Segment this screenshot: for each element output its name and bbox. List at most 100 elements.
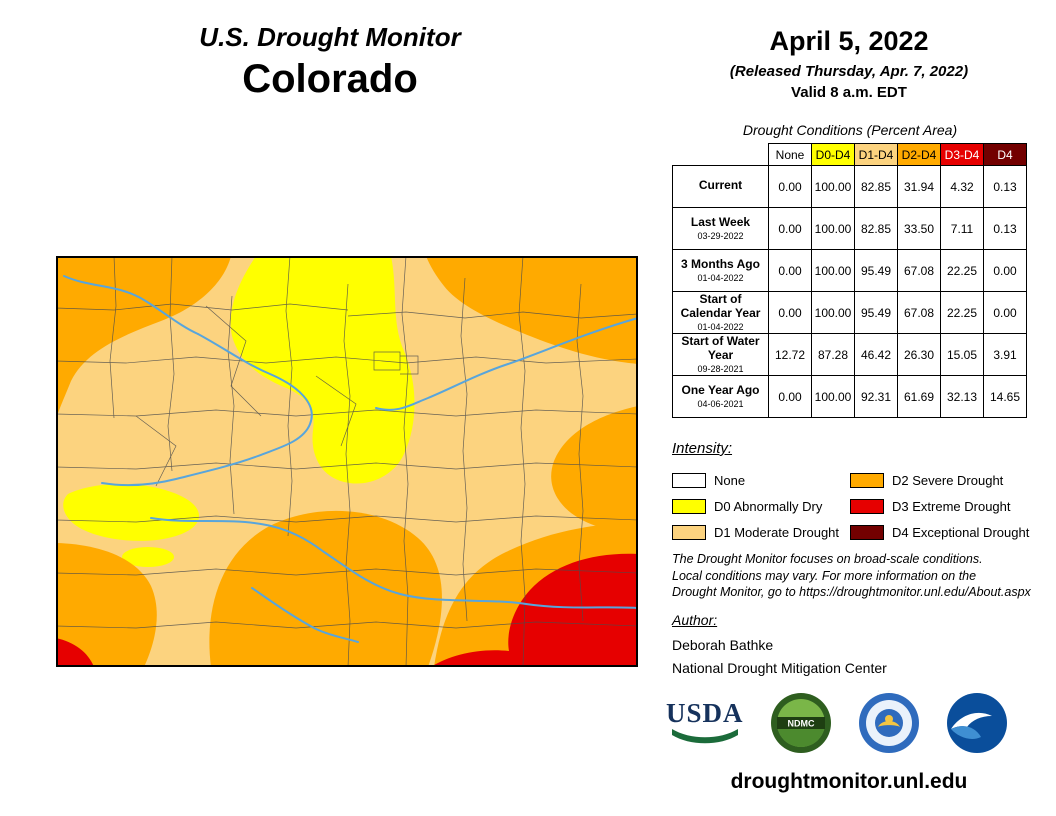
table-value-cell: 7.11 (940, 207, 984, 250)
river-rio-grande (251, 587, 359, 643)
commerce-seal-logo (858, 693, 919, 753)
author-organization: National Drought Mitigation Center (672, 660, 887, 676)
col-header-d2-d4: D2-D4 (897, 143, 941, 166)
legend-label: D2 Severe Drought (892, 472, 1004, 488)
row-label-text: 3 Months Ago (681, 256, 760, 271)
disclaimer-line: Drought Monitor, go to https://droughtmo… (672, 585, 1031, 599)
map-region-d2-southwest (56, 543, 157, 667)
legend-swatch-none (672, 472, 706, 488)
table-value-cell: 82.85 (854, 165, 898, 208)
legend-item-d4: D4 Exceptional Drought (850, 519, 1038, 545)
table-row-current: Current 0.00 100.00 82.85 31.94 4.32 0.1… (672, 165, 1027, 208)
row-label-date: 09-28-2021 (697, 363, 744, 374)
valid-time: Valid 8 a.m. EDT (791, 84, 907, 101)
table-value-cell: 82.85 (854, 207, 898, 250)
table-value-cell: 100.00 (811, 375, 855, 418)
map-region-d0-west-small (122, 547, 174, 567)
table-value-cell: 0.00 (768, 375, 812, 418)
legend-swatch-d4 (850, 524, 884, 540)
usda-logo: USDA (666, 697, 744, 747)
table-value-cell: 31.94 (897, 165, 941, 208)
legend-item-d3: D3 Extreme Drought (850, 493, 1038, 519)
legend-label: None (714, 472, 746, 488)
table-value-cell: 26.30 (897, 333, 941, 376)
table-value-cell: 46.42 (854, 333, 898, 376)
river-arkansas (323, 551, 639, 609)
map-region-d0-west (63, 483, 200, 541)
disclaimer-text: The Drought Monitor focuses on broad-sca… (672, 551, 1052, 601)
table-value-cell: 0.00 (768, 249, 812, 292)
row-label: Start of Water Year 09-28-2021 (672, 333, 769, 376)
table-value-cell: 100.00 (811, 207, 855, 250)
col-header-d0-d4: D0-D4 (811, 143, 855, 166)
row-label-text: One Year Ago (681, 382, 760, 397)
table-value-cell: 61.69 (897, 375, 941, 418)
state-border (56, 256, 638, 667)
legend-grid: None D0 Abnormally Dry D1 Moderate Droug… (672, 467, 1038, 545)
table-value-cell: 100.00 (811, 291, 855, 334)
table-value-cell: 100.00 (811, 249, 855, 292)
col-header-d1-d4: D1-D4 (854, 143, 898, 166)
row-label: 3 Months Ago 01-04-2022 (672, 249, 769, 292)
col-header-d4: D4 (983, 143, 1027, 166)
map-region-d3-southeast (431, 553, 638, 667)
table-value-cell: 95.49 (854, 291, 898, 334)
row-label: One Year Ago 04-06-2021 (672, 375, 769, 418)
disclaimer-line: The Drought Monitor focuses on broad-sca… (672, 552, 983, 566)
map-region-d2-southcentral (209, 510, 442, 667)
table-value-cell: 22.25 (940, 249, 984, 292)
col-header-none: None (768, 143, 812, 166)
usda-logo-text: USDA (666, 697, 744, 728)
drought-conditions-block: Drought Conditions (Percent Area) None D… (672, 122, 1028, 418)
drought-monitor-url: droughtmonitor.unl.edu (730, 770, 968, 793)
legend-swatch-d1 (672, 524, 706, 540)
map-region-d2-northeast (426, 256, 638, 364)
table-value-cell: 12.72 (768, 333, 812, 376)
river-south-platte (375, 317, 639, 411)
river-colorado (101, 333, 313, 487)
river-yampa (63, 275, 199, 335)
state-name: Colorado (242, 57, 418, 101)
row-label-text: Start of Water Year (681, 334, 760, 362)
row-label: Last Week 03-29-2022 (672, 207, 769, 250)
intensity-legend: Intensity: None D0 Abnormally Dry D1 Mod… (672, 440, 1038, 545)
table-row-start-water-year: Start of Water Year 09-28-2021 12.72 87.2… (672, 333, 1027, 376)
table-value-cell: 0.00 (768, 165, 812, 208)
table-value-cell: 3.91 (983, 333, 1027, 376)
agency-logos: USDA NDMC (666, 692, 1008, 754)
table-value-cell: 14.65 (983, 375, 1027, 418)
row-label-date: 01-04-2022 (697, 321, 744, 332)
legend-swatch-d2 (850, 472, 884, 488)
map-region-d2-northwest (56, 256, 231, 421)
table-value-cell: 0.00 (768, 207, 812, 250)
row-label: Current (672, 165, 769, 208)
legend-item-d2: D2 Severe Drought (850, 467, 1038, 493)
map-region-d0-north (230, 256, 415, 484)
table-value-cell: 100.00 (811, 165, 855, 208)
table-value-cell: 67.08 (897, 291, 941, 334)
author-block: Author: Deborah Bathke National Drought … (672, 612, 887, 676)
river-gunnison (150, 517, 325, 553)
noaa-logo (946, 693, 1007, 753)
usda-swoosh-icon (671, 728, 738, 743)
row-label-date: 03-29-2022 (697, 230, 744, 241)
table-value-cell: 0.00 (983, 291, 1027, 334)
col-header-d3-d4: D3-D4 (940, 143, 984, 166)
date-block: April 5, 2022 (Released Thursday, Apr. 7… (672, 26, 1026, 101)
table-value-cell: 0.00 (768, 291, 812, 334)
row-label-text: Last Week (690, 214, 751, 229)
table-header-row: None D0-D4 D1-D4 D2-D4 D3-D4 D4 (673, 143, 1027, 166)
author-heading: Author: (672, 612, 718, 628)
table-value-cell: 67.08 (897, 249, 941, 292)
row-label: Start of Calendar Year 01-04-2022 (672, 291, 769, 334)
table-row-start-calendar-year: Start of Calendar Year 01-04-2022 0.00 10… (672, 291, 1027, 334)
legend-swatch-d3 (850, 498, 884, 514)
legend-swatch-d0 (672, 498, 706, 514)
table-value-cell: 0.13 (983, 165, 1027, 208)
report-title-block: U.S. Drought Monitor Colorado (130, 22, 530, 102)
map-region-d3-southwest (56, 638, 94, 667)
legend-label: D1 Moderate Drought (714, 524, 840, 540)
legend-item-d1: D1 Moderate Drought (672, 519, 850, 545)
legend-label: D3 Extreme Drought (892, 498, 1011, 514)
drought-conditions-table: None D0-D4 D1-D4 D2-D4 D3-D4 D4 Current … (672, 143, 1027, 418)
